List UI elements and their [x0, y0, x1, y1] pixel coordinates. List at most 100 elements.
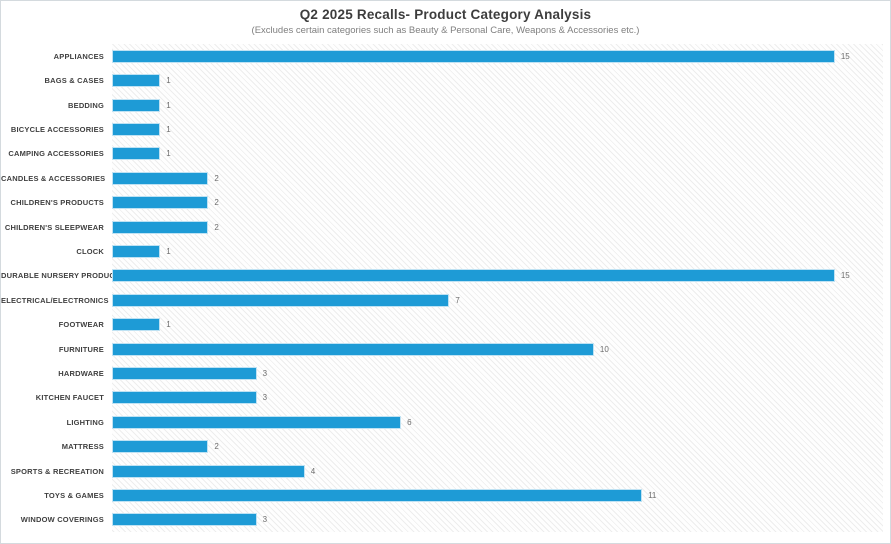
bar[interactable] [112, 220, 209, 234]
value-label: 11 [648, 491, 657, 501]
bar[interactable] [112, 415, 402, 429]
bar[interactable] [112, 74, 161, 88]
bar[interactable] [112, 244, 161, 258]
category-label: FURNITURE [58, 344, 104, 354]
value-label: 3 [262, 368, 268, 378]
value-label: 3 [262, 393, 268, 403]
category-label: BICYCLE ACCESSORIES [10, 124, 104, 134]
chart-row: ELECTRICAL/ELECTRONICS 7 [1, 288, 883, 312]
bar[interactable] [112, 513, 257, 527]
value-label: 10 [599, 344, 609, 354]
bar[interactable] [112, 489, 643, 503]
chart-row: BAGS & CASES 1 [1, 68, 883, 92]
value-label: 2 [214, 173, 219, 183]
category-label: HARDWARE [58, 368, 104, 378]
bar[interactable] [112, 269, 835, 283]
chart-subtitle: (Excludes certain categories such as Bea… [251, 25, 640, 36]
chart-row: CHILDREN'S SLEEPWEAR 2 [1, 215, 883, 239]
bar[interactable] [112, 342, 594, 356]
category-label: MATTRESS [61, 442, 104, 452]
category-label: CHILDREN'S PRODUCTS [10, 198, 104, 208]
chart-row: KITCHEN FAUCET 3 [1, 386, 883, 410]
bar[interactable] [112, 98, 161, 112]
bar-track: 3 [112, 361, 883, 385]
bar-track: 6 [112, 410, 883, 434]
bar[interactable] [112, 464, 305, 478]
category-label: ELECTRICAL/ELECTRONICS [1, 295, 109, 305]
chart-row: TOYS & GAMES 11 [1, 483, 883, 507]
chart-row: CLOCK 1 [1, 239, 883, 263]
category-label: CAMPING ACCESSORIES [8, 149, 104, 159]
value-label: 1 [166, 124, 171, 134]
bar-track: 15 [112, 44, 883, 68]
category-label: DURABLE NURSERY PRODUCT [1, 271, 120, 281]
bar[interactable] [112, 391, 257, 405]
bar-track: 1 [112, 312, 883, 336]
bar[interactable] [112, 196, 209, 210]
value-label: 2 [214, 222, 219, 232]
bar-track: 1 [112, 239, 883, 263]
category-label: BEDDING [68, 100, 104, 110]
bar-track: 2 [112, 190, 883, 214]
bar[interactable] [112, 171, 209, 185]
chart-row: SPORTS & RECREATION 4 [1, 459, 883, 483]
value-label: 2 [214, 198, 219, 208]
bar-track: 7 [112, 288, 883, 312]
value-label: 1 [166, 149, 171, 159]
category-label: FOOTWEAR [58, 320, 104, 330]
chart-row: MATTRESS 2 [1, 435, 883, 459]
chart-header: Q2 2025 Recalls- Product Category Analys… [1, 7, 890, 36]
bar[interactable] [112, 366, 257, 380]
value-label: 1 [166, 320, 171, 330]
chart-row: WINDOW COVERINGS 3 [1, 508, 883, 532]
category-label: SPORTS & RECREATION [10, 466, 104, 476]
chart-row: APPLIANCES 15 [1, 44, 883, 68]
value-label: 15 [840, 271, 850, 281]
category-label: CHILDREN'S SLEEPWEAR [4, 222, 104, 232]
chart-row: FURNITURE 10 [1, 337, 883, 361]
value-label: 7 [455, 295, 460, 305]
bar-track: 3 [112, 508, 883, 532]
chart-row: BICYCLE ACCESSORIES 1 [1, 117, 883, 141]
category-label: APPLIANCES [53, 51, 104, 61]
value-label: 3 [262, 515, 268, 525]
bar-track: 11 [112, 483, 883, 507]
category-label: BAGS & CASES [44, 76, 104, 86]
category-label: TOYS & GAMES [44, 491, 104, 501]
chart-row: DURABLE NURSERY PRODUCT 15 [1, 264, 883, 288]
chart-row: CHILDREN'S PRODUCTS 2 [1, 190, 883, 214]
value-label: 15 [840, 51, 850, 61]
category-label: WINDOW COVERINGS [20, 515, 104, 525]
bar[interactable] [112, 440, 209, 454]
bar[interactable] [112, 318, 161, 332]
chart-title: Q2 2025 Recalls- Product Category Analys… [299, 7, 592, 22]
bar-track: 4 [112, 459, 883, 483]
bar[interactable] [112, 49, 835, 63]
bar-track: 1 [112, 117, 883, 141]
bar[interactable] [112, 293, 450, 307]
chart-row: CANDLES & ACCESSORIES 2 [1, 166, 883, 190]
value-label: 4 [310, 466, 316, 476]
bar-track: 2 [112, 215, 883, 239]
bar-track: 10 [112, 337, 883, 361]
chart-rows: APPLIANCES 15 BAGS & CASES 1 BEDDING 1 BICYCLE… [1, 44, 883, 532]
value-label: 6 [407, 417, 412, 427]
bar[interactable] [112, 147, 161, 161]
bar-track: 15 [112, 264, 883, 288]
chart-row: FOOTWEAR 1 [1, 312, 883, 336]
value-label: 1 [166, 100, 171, 110]
bar-track: 2 [112, 166, 883, 190]
value-label: 1 [166, 246, 171, 256]
value-label: 2 [214, 442, 219, 452]
value-label: 1 [166, 76, 171, 86]
bar[interactable] [112, 122, 161, 136]
category-label: CLOCK [76, 246, 104, 256]
bar-track: 1 [112, 68, 883, 92]
bar-track: 3 [112, 386, 883, 410]
category-label: KITCHEN FAUCET [35, 393, 104, 403]
plot-area-background [112, 44, 883, 532]
chart-row: BEDDING 1 [1, 93, 883, 117]
chart-row: LIGHTING 6 [1, 410, 883, 434]
bar-track: 1 [112, 142, 883, 166]
